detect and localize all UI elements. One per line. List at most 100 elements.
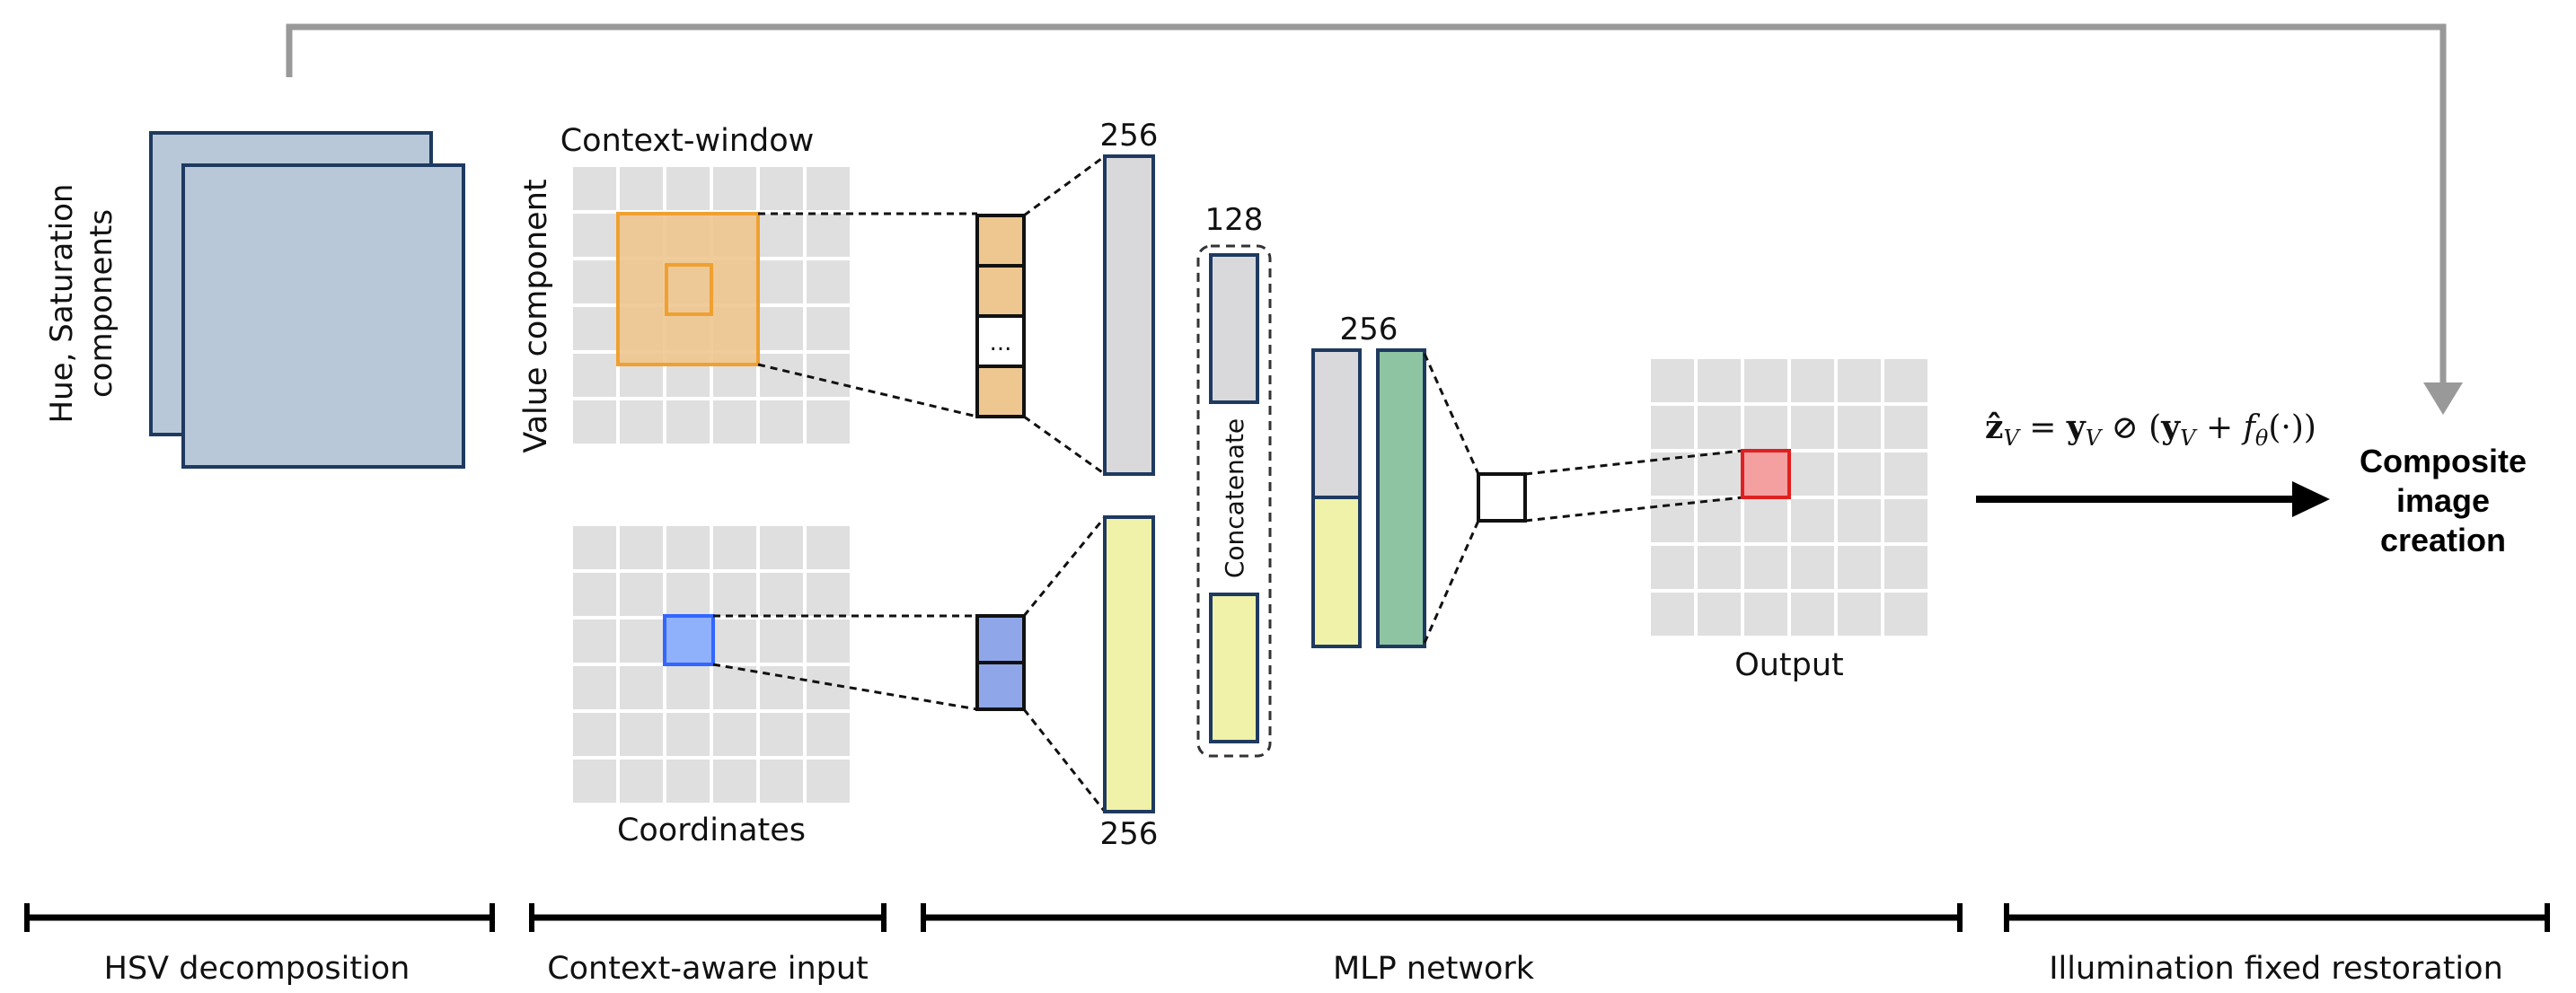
hue-saturation-label-line1: Hue, Saturation [44,184,80,424]
grid-cell [756,616,807,666]
stage-restoration-bracket [2004,903,2550,932]
grid-cell [1787,449,1838,499]
concatenate-label: Concatenate [1220,418,1249,578]
stage-label-mlp: MLP network [1333,951,1535,987]
grid-cell [616,663,666,713]
grid-cell [616,397,666,447]
context-vector-cell [975,365,1026,418]
grid-cell [663,397,713,447]
grid-cell [756,303,807,354]
grid-cell [1881,402,1931,453]
grid-cell [803,756,853,806]
stage-label-restoration: Illumination fixed restoration [2049,951,2503,987]
grid-cell [1694,542,1744,593]
dim-256-bottom-label: 256 [1100,816,1159,852]
grid-cell [803,257,853,307]
output-pixel [1741,449,1791,499]
grid-cell [616,569,666,620]
context-embedding-bar [1103,154,1155,476]
concat-yellow-bar [1209,593,1259,743]
grid-cell [1647,402,1698,453]
dim-256-mlp-label: 256 [1340,312,1398,347]
coordinate-pixel [663,614,715,666]
grid-cell [710,616,760,666]
coordinates-label: Coordinates [617,813,806,848]
grid-cell [710,397,760,447]
grid-cell [1741,356,1791,406]
projection-line [1022,708,1107,813]
grid-cell [1647,356,1698,406]
skip-connection-arrow [286,23,2447,384]
grid-cell [569,523,620,573]
grid-cell [663,663,713,713]
grid-cell [1787,542,1838,593]
concat-gray-bar [1209,253,1259,404]
projection-line [1023,154,1106,217]
grid-cell [803,569,853,620]
value-component-label: Value component [518,179,554,453]
grid-cell [663,709,713,760]
grid-cell [803,663,853,713]
grid-cell [756,210,807,260]
grid-cell [1881,589,1931,639]
grid-cell [1741,589,1791,639]
grid-cell [663,163,713,214]
grid-cell [756,350,807,400]
projection-line [712,663,978,711]
projection-line [1423,353,1480,475]
grid-cell [616,163,666,214]
grid-cell [569,257,620,307]
grid-cell [1834,542,1884,593]
grid-cell [569,663,620,713]
grid-cell [1694,496,1744,546]
grid-cell [1787,402,1838,453]
grid-cell [1787,496,1838,546]
grid-cell [1741,402,1791,453]
grid-cell [1834,589,1884,639]
grid-cell [569,163,620,214]
grid-cell [756,756,807,806]
grid-cell [756,257,807,307]
grid-cell [569,303,620,354]
grid-cell [1881,496,1931,546]
saturation-layer [181,163,465,469]
grid-cell [616,709,666,760]
mlp-hidden-yellow [1311,496,1362,648]
grid-cell [756,709,807,760]
grid-cell [756,663,807,713]
grid-cell [1787,356,1838,406]
ellipsis-label: ... [990,330,1012,356]
hue-saturation-label-line2: components [84,209,119,398]
context-vector-cell [975,214,1026,268]
context-vector-cell [975,314,1026,368]
projection-line [1524,496,1743,523]
grid-cell [756,163,807,214]
grid-cell [663,569,713,620]
grid-cell [1741,542,1791,593]
grid-cell [756,523,807,573]
grid-cell [803,210,853,260]
grid-cell [1881,449,1931,499]
coordinate-embedding-bar [1103,515,1155,813]
stage-hsv-bracket [24,903,495,932]
grid-cell [616,616,666,666]
grid-cell [803,397,853,447]
composite-label-line3: creation [2380,522,2506,558]
composite-arrowhead [2292,481,2330,517]
skip-connection-arrowhead [2423,382,2463,415]
context-window-label: Context-window [560,123,815,159]
grid-cell [569,210,620,260]
restoration-formula: ẑV = yV ⊘ (yV + fθ(·)) [1985,409,2316,451]
grid-cell [1787,589,1838,639]
stage-label-context: Context-aware input [547,951,869,987]
grid-cell [756,569,807,620]
grid-cell [710,163,760,214]
grid-cell [569,397,620,447]
grid-cell [710,523,760,573]
concatenate-group [1196,244,1272,758]
projection-line [1524,449,1743,476]
grid-cell [1647,589,1698,639]
coordinate-vector-cell [975,661,1026,711]
stage-mlp-bracket [921,903,1963,932]
